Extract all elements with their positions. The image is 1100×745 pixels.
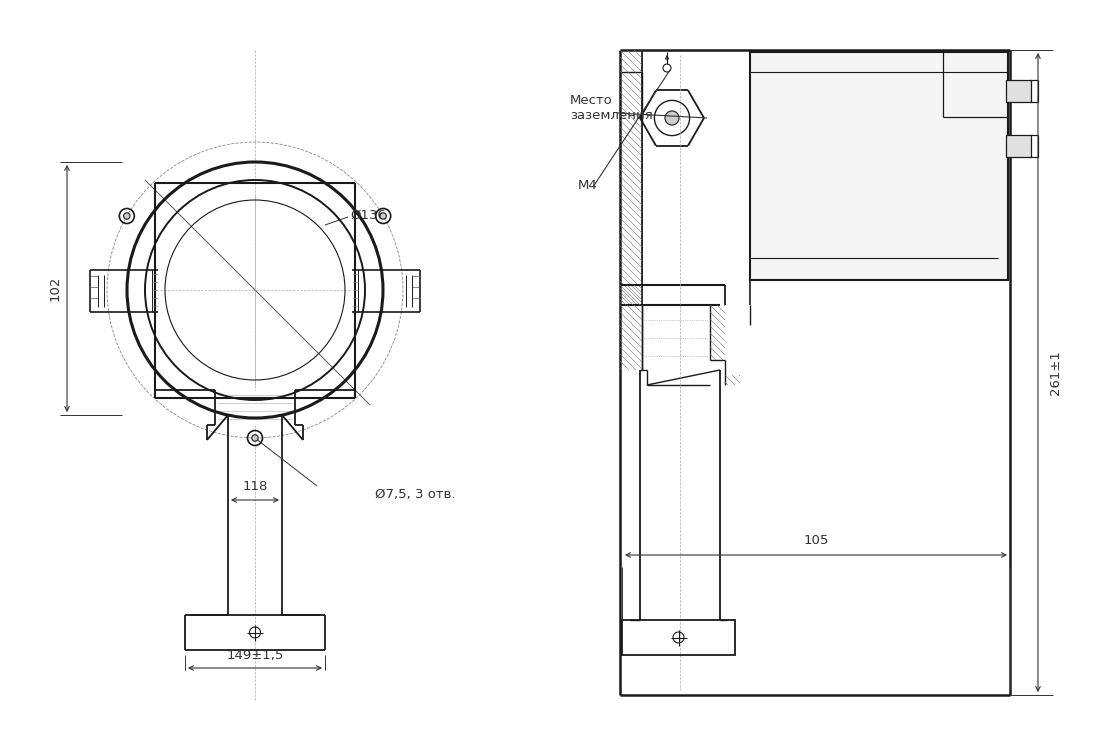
Bar	[1006, 80, 1031, 102]
Bar	[621, 620, 735, 655]
Bar	[750, 52, 1008, 280]
Text: 261±1: 261±1	[1049, 350, 1063, 395]
Bar	[155, 183, 355, 398]
Text: 149±1,5: 149±1,5	[227, 648, 284, 662]
Text: 105: 105	[803, 534, 828, 548]
Text: 102: 102	[48, 276, 62, 301]
Circle shape	[666, 111, 679, 125]
Text: Ø136: Ø136	[350, 209, 386, 221]
Text: 118: 118	[242, 480, 267, 492]
Text: заземления: заземления	[570, 109, 652, 121]
Text: Ø7,5, 3 отв.: Ø7,5, 3 отв.	[375, 487, 455, 501]
Text: Место: Место	[570, 94, 613, 107]
Circle shape	[379, 213, 386, 219]
Circle shape	[123, 213, 130, 219]
Circle shape	[252, 435, 258, 441]
Bar	[1006, 135, 1031, 157]
Text: M4: M4	[578, 179, 597, 191]
